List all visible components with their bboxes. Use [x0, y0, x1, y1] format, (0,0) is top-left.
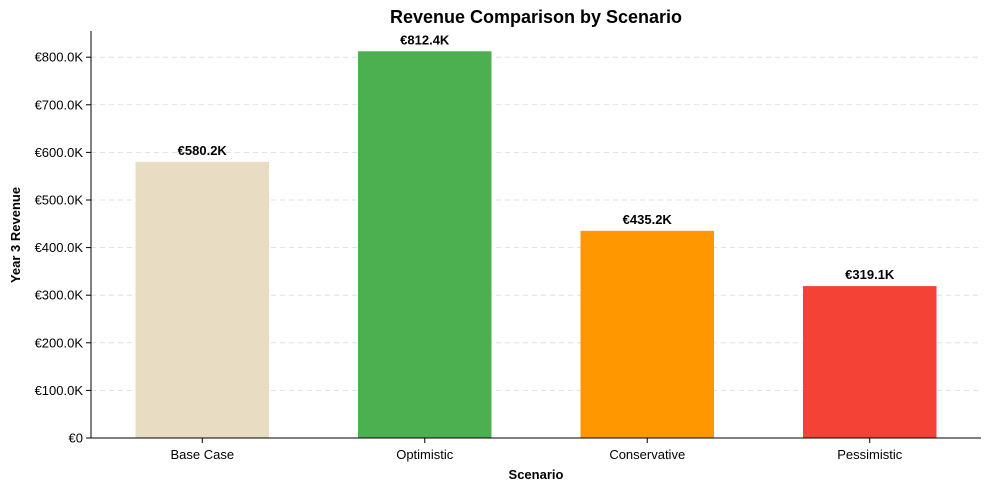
- y-tick-label: €700.0K: [35, 97, 84, 112]
- y-axis: €0 €100.0K €200.0K €300.0K €400.0K €500.0K €60…: [35, 31, 92, 446]
- y-tick-label: €100.0K: [35, 383, 84, 398]
- data-labels: €580.2K €812.4K €435.2K €319.1K: [178, 32, 895, 282]
- y-tick-label: €400.0K: [35, 240, 84, 255]
- bar: [358, 51, 492, 438]
- bar-value-label: €580.2K: [178, 143, 228, 158]
- bar-value-label: €319.1K: [845, 267, 895, 282]
- x-tick-label: Base Case: [170, 447, 234, 462]
- x-tick-label: Conservative: [609, 447, 685, 462]
- x-tick-label: Optimistic: [396, 447, 454, 462]
- bar: [803, 286, 937, 438]
- y-tick-label: €0: [69, 431, 83, 446]
- bar: [135, 161, 269, 439]
- y-tick-label: €800.0K: [35, 50, 84, 65]
- y-tick-label: €600.0K: [35, 145, 84, 160]
- x-tick-label: Pessimistic: [837, 447, 903, 462]
- bar-value-label: €435.2K: [623, 212, 673, 227]
- y-tick-label: €500.0K: [35, 192, 84, 207]
- x-axis-label: Scenario: [509, 467, 564, 482]
- chart-title: Revenue Comparison by Scenario: [390, 7, 682, 27]
- y-tick-label: €300.0K: [35, 288, 84, 303]
- x-axis: Base Case Optimistic Conservative Pessimist…: [91, 437, 981, 462]
- y-tick-label: €200.0K: [35, 335, 84, 350]
- bar-value-label: €812.4K: [400, 32, 450, 47]
- y-axis-label: Year 3 Revenue: [8, 187, 23, 283]
- bar: [580, 230, 714, 438]
- bars: [135, 51, 937, 439]
